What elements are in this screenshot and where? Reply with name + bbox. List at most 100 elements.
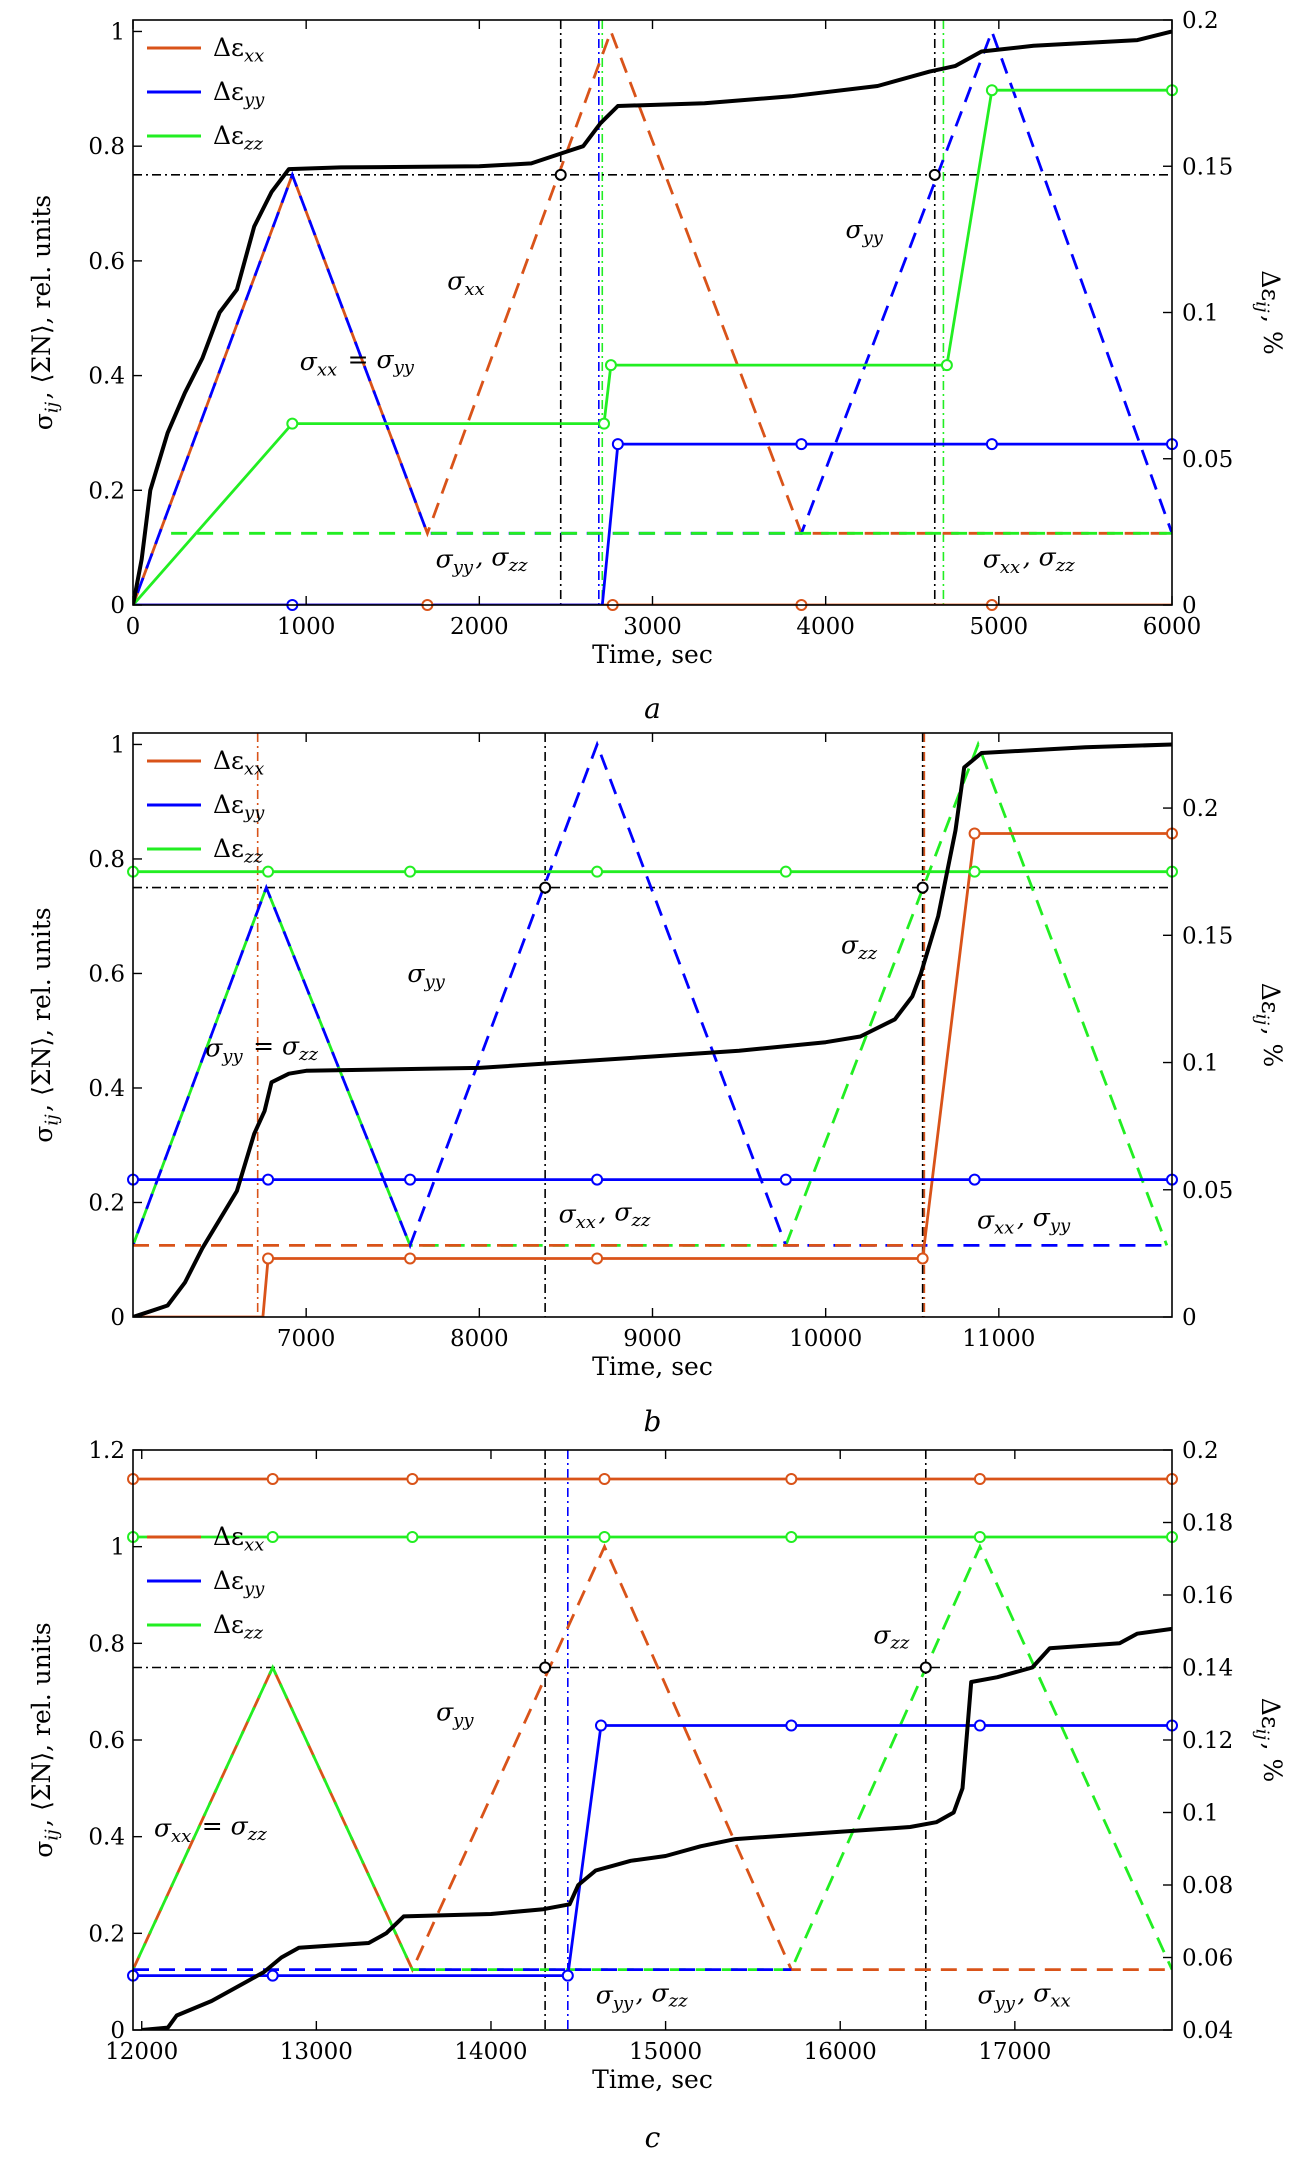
- strain-marker: [286, 417, 299, 430]
- strain-marker: [598, 1531, 611, 1543]
- x-tick-label: 11000: [962, 1326, 1035, 1352]
- x-axis-label: Time, sec: [592, 1352, 713, 1381]
- strain-line: [133, 1724, 1172, 1977]
- strain-marker: [561, 1969, 574, 1982]
- strain-line: [133, 442, 1172, 605]
- panel-a: 0 1000 2000 3000 4000 5000 600000.20.40.60.810…: [27, 8, 1287, 725]
- y2-tick-label: 0.08: [1182, 1873, 1233, 1899]
- strain-marker: [262, 1173, 275, 1186]
- strain-marker: [973, 1473, 986, 1485]
- annotation: σxx = σzz: [154, 1809, 269, 1847]
- x-tick-label: 12000: [105, 2039, 178, 2065]
- strain-marker: [598, 1473, 611, 1485]
- y2-tick-label: 0.04: [1182, 2018, 1233, 2044]
- y2-axis-label: Δεij , %: [1252, 1698, 1288, 1783]
- y2-axis-label: Δεij , %: [1252, 270, 1288, 355]
- strain-marker: [404, 865, 417, 878]
- annotation: σyy: [846, 213, 886, 249]
- strain-marker: [594, 1719, 607, 1732]
- strain-marker: [940, 359, 953, 372]
- strain-marker: [985, 84, 998, 97]
- x-tick-label: 16000: [804, 2039, 877, 2065]
- x-tick-label: 2000: [450, 614, 509, 640]
- strain-marker: [779, 1173, 792, 1186]
- legend-label: Δεxx: [213, 1520, 267, 1556]
- y-tick-label: 0.4: [88, 364, 125, 390]
- annotation: σyy , σzz: [436, 541, 530, 579]
- y-tick-label: 1: [110, 1535, 125, 1561]
- strain-marker: [916, 1252, 929, 1265]
- strain-marker: [611, 438, 624, 451]
- y-axis-label: σij , ⟨ΣN⟩, rel. units: [27, 907, 63, 1142]
- y-tick-label: 0.8: [88, 847, 125, 873]
- strain-marker: [779, 865, 792, 878]
- y-tick-label: 1.2: [88, 1438, 125, 1464]
- y2-tick-label: 0.12: [1182, 1728, 1233, 1754]
- strain-marker: [262, 1252, 275, 1265]
- y2-tick-label: 0.14: [1182, 1656, 1233, 1682]
- panel-caption: c: [645, 2121, 661, 2154]
- acoustic-emission-line: [133, 742, 1172, 1317]
- y2-tick-label: 0.2: [1182, 1438, 1219, 1464]
- y-tick-label: 0.2: [88, 1921, 125, 1947]
- threshold-marker: [539, 1661, 552, 1674]
- annotation: σxx: [447, 264, 487, 300]
- stress-path: [133, 1543, 1172, 1971]
- y2-tick-label: 0.2: [1182, 796, 1219, 822]
- legend: Δεxx Δεyy Δεzz: [147, 744, 267, 867]
- annotation: σyy = σzz: [205, 1029, 320, 1067]
- annotation: σyy , σxx: [977, 1976, 1073, 2014]
- threshold-marker: [554, 168, 567, 181]
- x-tick-label: 7000: [277, 1326, 336, 1352]
- y2-tick-label: 0: [1182, 593, 1197, 619]
- plot-frame: [132, 19, 1173, 606]
- strain-marker: [591, 1252, 604, 1265]
- x-tick-label: 3000: [623, 614, 682, 640]
- y-tick-label: 0: [110, 1305, 125, 1331]
- annotation: σxx , σzz: [559, 1195, 653, 1233]
- y-tick-label: 0.6: [88, 249, 125, 275]
- stress-path: [133, 740, 1172, 1250]
- x-tick-label: 15000: [629, 2039, 702, 2065]
- strain-marker: [968, 865, 981, 878]
- strain-marker: [973, 1531, 986, 1543]
- y2-tick-label: 0.15: [1182, 154, 1233, 180]
- x-tick-label: 13000: [280, 2039, 353, 2065]
- x-axis-label: Time, sec: [592, 640, 713, 669]
- threshold-marker: [928, 168, 941, 181]
- strain-marker: [968, 1173, 981, 1186]
- plot-area: [133, 733, 1172, 1317]
- strain-marker: [785, 1719, 798, 1732]
- stress-path: [133, 27, 1172, 605]
- y2-tick-label: 0.1: [1182, 1801, 1219, 1827]
- x-tick-label: 1000: [277, 614, 336, 640]
- strain-marker: [406, 1473, 419, 1485]
- strain-marker: [266, 1473, 279, 1485]
- panel-caption: b: [644, 1405, 662, 1438]
- y2-tick-label: 0: [1182, 1305, 1197, 1331]
- threshold-marker: [919, 1661, 932, 1674]
- annotation: σzz: [873, 1618, 912, 1654]
- x-tick-label: 14000: [454, 2039, 527, 2065]
- annotation: σyy: [407, 957, 447, 993]
- y-tick-label: 0.2: [88, 478, 125, 504]
- panel-c: 12000 13000 14000 15000 16000 17000 0 0.2 0.4 0.6…: [27, 1438, 1287, 2154]
- legend: Δεxx Δεyy Δεzz: [147, 1520, 267, 1644]
- y-tick-label: 1: [110, 19, 125, 45]
- x-tick-label: 5000: [970, 614, 1029, 640]
- annotation: σxx , σzz: [983, 541, 1077, 579]
- strain-marker: [591, 865, 604, 878]
- strain-marker: [404, 1252, 417, 1265]
- legend-label: Δεzz: [213, 1608, 265, 1644]
- y-tick-label: 0: [110, 593, 125, 619]
- stress-path: [133, 740, 1169, 1247]
- strain-marker: [785, 1473, 798, 1485]
- strain-marker: [973, 1719, 986, 1732]
- annotation: σzz: [841, 928, 880, 964]
- strain-marker: [968, 827, 981, 840]
- strain-marker: [604, 359, 617, 372]
- plot-area: [133, 1450, 1172, 2030]
- legend-label: Δεxx: [213, 744, 267, 780]
- y2-tick-label: 0.1: [1182, 1051, 1219, 1077]
- x-axis-label: Time, sec: [592, 2065, 713, 2094]
